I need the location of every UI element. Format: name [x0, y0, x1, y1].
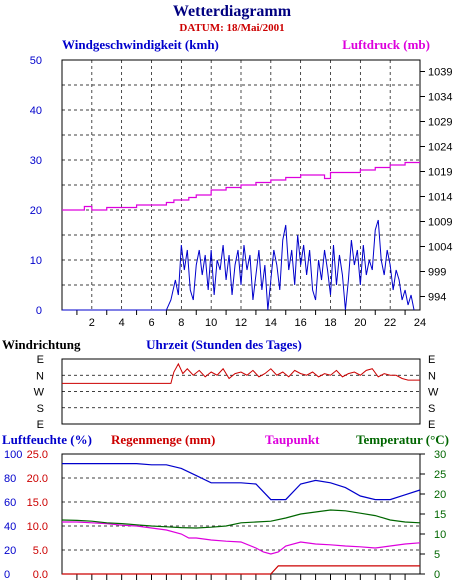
- series-wind-direction-line: [62, 362, 420, 384]
- wind-direction-panel: E ES SW WN NE E: [34, 354, 439, 431]
- temperature-tick-label: 25: [434, 469, 446, 481]
- temperature-tick-label: 5: [434, 549, 440, 561]
- x-tick-label: 6: [148, 317, 154, 329]
- x-tick-label: 14: [265, 317, 277, 329]
- humidity-tick-label: 0: [4, 569, 10, 581]
- y-tick-label: 50: [30, 55, 42, 67]
- x-tick-label: 24: [414, 317, 426, 329]
- temperature-tick-label: 20: [434, 489, 446, 501]
- temperature-tick-label: 15: [434, 509, 446, 521]
- humidity-tick-label: 20: [4, 545, 16, 557]
- x-tick-label: 8: [178, 317, 184, 329]
- y-tick-label: 20: [30, 205, 42, 217]
- plot-frame: [61, 358, 421, 425]
- temperature-axis-label: Temperatur (°C): [356, 432, 449, 447]
- rain-tick-label: 10.0: [27, 521, 48, 533]
- temperature-tick-label: 0: [434, 569, 440, 581]
- rain-tick-label: 20.0: [27, 473, 48, 485]
- y-tick-label: 10: [30, 255, 42, 267]
- series-rain-line: [62, 565, 420, 575]
- pressure-axis-label: Luftdruck (mb): [342, 37, 430, 52]
- plot-frame: [61, 59, 421, 311]
- series-humidity-line: [62, 463, 421, 501]
- x-tick-label: 20: [354, 317, 366, 329]
- wind-direction-label: Windrichtung: [2, 337, 81, 352]
- direction-tick-label: E: [428, 419, 435, 431]
- humidity-tick-label: 100: [4, 449, 22, 461]
- chart-subtitle: DATUM: 18/Mai/2001: [179, 22, 284, 34]
- x-tick-label: 18: [324, 317, 336, 329]
- x-tick-label: 2: [89, 317, 95, 329]
- temperature-tick-label: 30: [434, 449, 446, 461]
- humidity-temperature-panel: 0 20 40 60 80 100 0.0 5.0 10.0 15.0 20.0 25.0 0 5 10 15…: [4, 449, 446, 581]
- y2-tick-label: 1004: [428, 242, 452, 254]
- series-temperature-line: [61, 509, 421, 529]
- direction-tick-label: E: [37, 419, 44, 431]
- direction-tick-label: S: [428, 403, 435, 415]
- dewpoint-label: Taupunkt: [265, 432, 320, 447]
- y-tick-label: 40: [30, 105, 42, 117]
- direction-tick-label: N: [428, 370, 436, 382]
- x-tick-label: 12: [235, 317, 247, 329]
- x-tick-label: 10: [205, 317, 217, 329]
- direction-tick-label: N: [36, 370, 44, 382]
- direction-tick-label: E: [37, 354, 44, 366]
- y2-tick-label: 1034: [428, 92, 452, 104]
- y2-tick-label: 1039: [428, 67, 452, 79]
- series-wind-speed-line: [62, 219, 415, 311]
- temperature-tick-label: 10: [434, 529, 446, 541]
- chart-title: Wetterdiagramm: [173, 3, 292, 20]
- direction-tick-label: W: [34, 387, 45, 399]
- wind-pressure-panel: 2 4 6 8 10 12 14 16 18 20 22 2401020304050994999100…: [30, 55, 453, 329]
- y2-tick-label: 1014: [428, 192, 452, 204]
- series-dewpoint-line: [62, 521, 421, 555]
- time-axis-label: Uhrzeit (Stunden des Tages): [146, 337, 302, 352]
- direction-tick-label: S: [37, 403, 44, 415]
- direction-tick-label: W: [428, 387, 439, 399]
- x-tick-label: 22: [384, 317, 396, 329]
- rain-axis-label: Regenmenge (mm): [111, 432, 215, 447]
- x-tick-label: 4: [119, 317, 125, 329]
- series-pressure-line: [62, 161, 420, 211]
- y2-tick-label: 1009: [428, 217, 452, 229]
- humidity-axis-label: Luftfeuchte (%): [2, 432, 92, 447]
- humidity-tick-label: 80: [4, 473, 16, 485]
- rain-tick-label: 5.0: [33, 545, 48, 557]
- y2-tick-label: 1029: [428, 117, 452, 129]
- humidity-tick-label: 40: [4, 521, 16, 533]
- humidity-tick-label: 60: [4, 497, 16, 509]
- wind-speed-axis-label: Windgeschwindigkeit (kmh): [62, 37, 219, 52]
- y-tick-label: 30: [30, 155, 42, 167]
- y2-tick-label: 1024: [428, 142, 452, 154]
- y2-tick-label: 999: [428, 267, 446, 279]
- rain-tick-label: 25.0: [27, 449, 48, 461]
- y2-tick-label: 994: [428, 292, 446, 304]
- rain-tick-label: 0.0: [33, 569, 48, 581]
- direction-tick-label: E: [428, 354, 435, 366]
- y2-tick-label: 1019: [428, 167, 452, 179]
- rain-tick-label: 15.0: [27, 497, 48, 509]
- x-tick-label: 16: [295, 317, 307, 329]
- y-tick-label: 0: [36, 305, 42, 317]
